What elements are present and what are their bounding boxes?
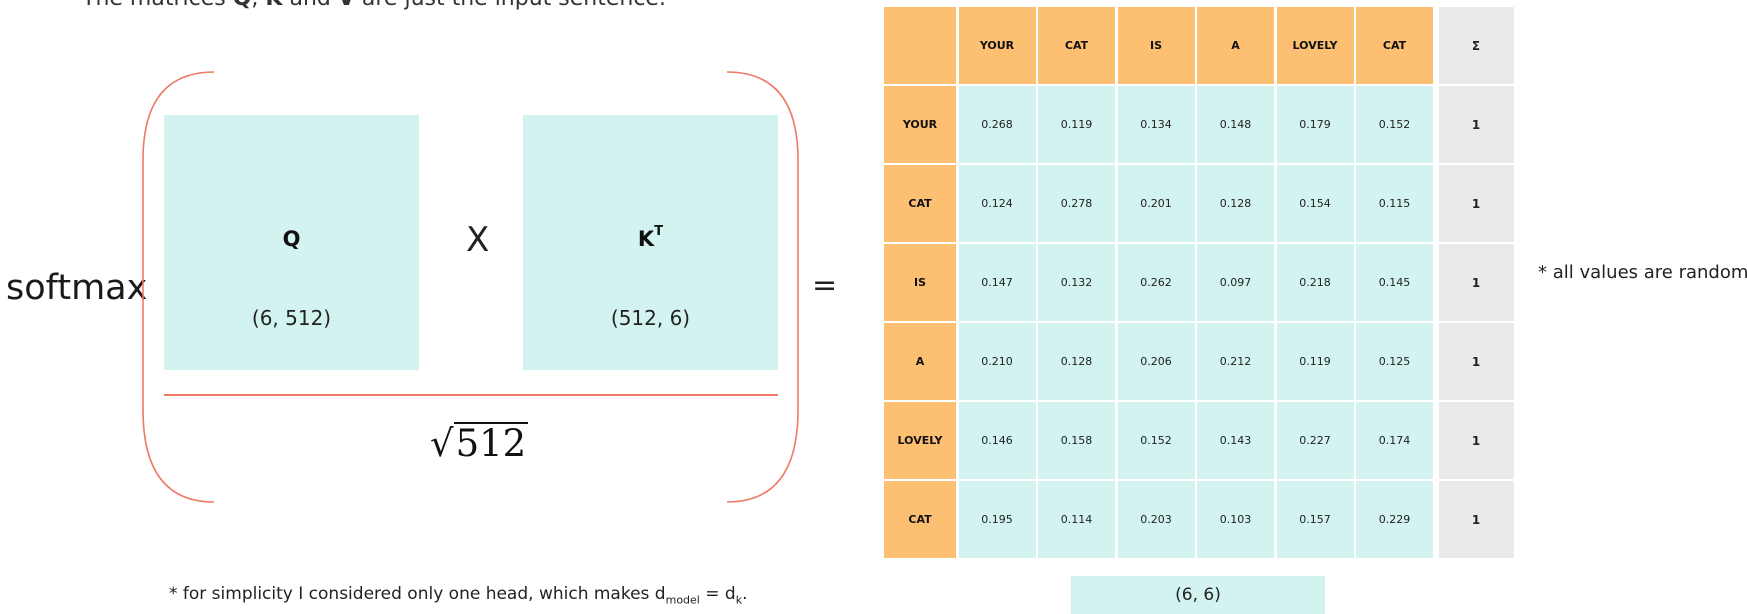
score-cell: 0.115 [1356, 165, 1433, 242]
random-values-note: * all values are random. [1538, 262, 1747, 283]
score-cell: 0.195 [958, 481, 1036, 558]
result-dimension: (6, 6) [1071, 576, 1325, 614]
single-head-note: * for simplicity I considered only one h… [169, 584, 748, 607]
fraction-line [164, 394, 778, 396]
score-cell: 0.218 [1276, 244, 1354, 321]
column-header: A [1197, 7, 1274, 84]
q-matrix-dimension: (6, 512) [251, 306, 332, 330]
score-cell: 0.206 [1117, 323, 1195, 400]
score-cell: 0.128 [1038, 323, 1115, 400]
k-matrix-label: KT [637, 224, 664, 251]
column-header: IS [1117, 7, 1195, 84]
score-cell: 0.210 [958, 323, 1036, 400]
score-cell: 0.128 [1197, 165, 1274, 242]
row-sum-cell: 1 [1438, 481, 1514, 558]
score-cell: 0.152 [1356, 86, 1433, 163]
score-cell: 0.146 [958, 402, 1036, 479]
score-cell: 0.203 [1117, 481, 1195, 558]
score-cell: 0.262 [1117, 244, 1195, 321]
sqrt-sign: √ [430, 422, 454, 465]
right-parenthesis [726, 71, 799, 503]
row-header: LOVELY [884, 402, 956, 479]
score-cell: 0.134 [1117, 86, 1195, 163]
row-sum-cell: 1 [1438, 86, 1514, 163]
transpose-superscript: T [654, 224, 664, 239]
score-cell: 0.179 [1276, 86, 1354, 163]
score-cell: 0.148 [1197, 86, 1274, 163]
score-cell: 0.119 [1276, 323, 1354, 400]
attention-score-table: YOUR CAT IS A LOVELY CAT Σ YOUR 0.268 0.119 0.134 0… [884, 7, 1514, 558]
score-cell: 0.097 [1197, 244, 1274, 321]
left-parenthesis [142, 71, 215, 503]
score-cell: 0.132 [1038, 244, 1115, 321]
k-matrix-dimension: (512, 6) [610, 306, 691, 330]
table-corner-cell [884, 7, 956, 84]
column-header: YOUR [958, 7, 1036, 84]
score-cell: 0.103 [1197, 481, 1274, 558]
q-matrix-label: Q [282, 227, 301, 251]
multiply-sign: X [466, 220, 490, 260]
equals-sign: = [812, 268, 838, 303]
score-cell: 0.201 [1117, 165, 1195, 242]
score-cell: 0.124 [958, 165, 1036, 242]
score-cell: 0.147 [958, 244, 1036, 321]
row-sum-cell: 1 [1438, 165, 1514, 242]
row-sum-cell: 1 [1438, 402, 1514, 479]
score-cell: 0.143 [1197, 402, 1274, 479]
column-header: CAT [1038, 7, 1115, 84]
q-matrix: Q (6, 512) [164, 115, 419, 370]
row-header: CAT [884, 481, 956, 558]
row-sum-cell: 1 [1438, 323, 1514, 400]
score-cell: 0.278 [1038, 165, 1115, 242]
header-sentence: The matrices Q, K and V are just the inp… [82, 0, 666, 11]
score-cell: 0.229 [1356, 481, 1433, 558]
column-header: LOVELY [1276, 7, 1354, 84]
score-cell: 0.125 [1356, 323, 1433, 400]
score-cell: 0.212 [1197, 323, 1274, 400]
column-header: CAT [1356, 7, 1433, 84]
score-cell: 0.114 [1038, 481, 1115, 558]
score-cell: 0.154 [1276, 165, 1354, 242]
sqrt-denominator: √512 [430, 422, 529, 465]
row-header: YOUR [884, 86, 956, 163]
softmax-label: softmax [6, 268, 148, 308]
score-cell: 0.145 [1356, 244, 1433, 321]
score-cell: 0.119 [1038, 86, 1115, 163]
row-sum-cell: 1 [1438, 244, 1514, 321]
score-cell: 0.268 [958, 86, 1036, 163]
score-cell: 0.174 [1356, 402, 1433, 479]
row-header: IS [884, 244, 956, 321]
sum-column-header: Σ [1438, 7, 1514, 84]
k-transpose-matrix: KT (512, 6) [523, 115, 778, 370]
score-cell: 0.152 [1117, 402, 1195, 479]
score-cell: 0.158 [1038, 402, 1115, 479]
score-cell: 0.227 [1276, 402, 1354, 479]
row-header: CAT [884, 165, 956, 242]
sqrt-radicand: 512 [453, 422, 529, 465]
score-cell: 0.157 [1276, 481, 1354, 558]
row-header: A [884, 323, 956, 400]
